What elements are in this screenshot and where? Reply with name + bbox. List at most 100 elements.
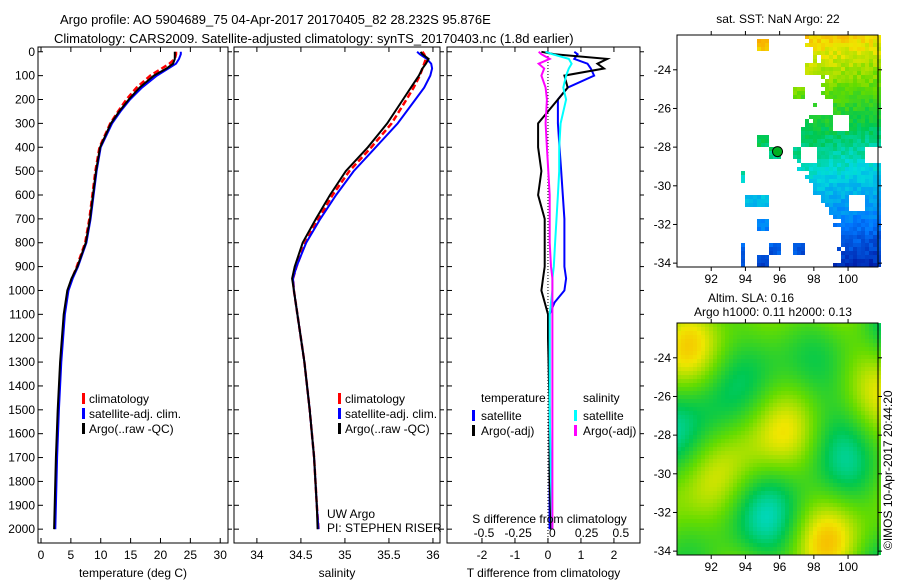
map-cell — [865, 139, 869, 143]
map-cell — [745, 399, 749, 403]
map-cell — [845, 47, 849, 51]
map-cell — [825, 123, 829, 127]
map-cell — [725, 387, 729, 391]
map-cell — [837, 399, 841, 403]
map-cell — [789, 511, 793, 515]
map-cell — [709, 515, 713, 519]
map-cell — [737, 527, 741, 531]
map-cell — [753, 491, 757, 495]
map-cell — [877, 135, 881, 139]
map-cell — [809, 139, 813, 143]
map-cell — [865, 35, 869, 39]
map-cell — [845, 463, 849, 467]
map-cell — [793, 411, 797, 415]
map-cell — [813, 539, 817, 543]
map-cell — [725, 455, 729, 459]
map-cell — [725, 515, 729, 519]
map-cell — [797, 387, 801, 391]
map-cell — [865, 531, 869, 535]
map-cell — [697, 459, 701, 463]
map-cell — [709, 399, 713, 403]
map-cell — [857, 503, 861, 507]
map-cell — [837, 455, 841, 459]
map-cell — [853, 435, 857, 439]
map-cell — [837, 347, 841, 351]
map-cell — [681, 495, 685, 499]
map-cell — [805, 395, 809, 399]
y-tick-label: -28 — [654, 428, 672, 442]
map-cell — [837, 171, 841, 175]
map-cell — [749, 483, 753, 487]
map-cell — [721, 551, 725, 555]
map-cell — [877, 255, 881, 259]
map-cell — [829, 519, 833, 523]
map-cell — [693, 379, 697, 383]
map-cell — [861, 539, 865, 543]
map-cell — [853, 143, 857, 147]
map-cell — [869, 195, 873, 199]
map-cell — [749, 499, 753, 503]
map-cell — [781, 431, 785, 435]
map-cell — [745, 459, 749, 463]
map-cell — [797, 347, 801, 351]
map-cell — [693, 435, 697, 439]
map-cell — [877, 515, 881, 519]
map-cell — [873, 459, 877, 463]
map-cell — [825, 419, 829, 423]
map-cell — [765, 263, 769, 267]
map-cell — [857, 243, 861, 247]
map-cell — [813, 455, 817, 459]
map-cell — [861, 159, 865, 163]
map-cell — [877, 339, 881, 343]
map-cell — [869, 371, 873, 375]
map-cell — [861, 431, 865, 435]
map-cell — [701, 443, 705, 447]
map-cell — [773, 507, 777, 511]
map-cell — [869, 535, 873, 539]
map-cell — [713, 367, 717, 371]
map-cell — [825, 367, 829, 371]
map-cell — [765, 479, 769, 483]
map-cell — [729, 447, 733, 451]
map-cell — [725, 355, 729, 359]
map-cell — [853, 531, 857, 535]
map-cell — [737, 347, 741, 351]
map-cell — [757, 375, 761, 379]
map-cell — [717, 483, 721, 487]
map-cell — [689, 467, 693, 471]
map-cell — [841, 535, 845, 539]
map-cell — [869, 223, 873, 227]
map-cell — [801, 387, 805, 391]
map-cell — [685, 363, 689, 367]
map-cell — [717, 331, 721, 335]
map-cell — [737, 531, 741, 535]
map-cell — [873, 191, 877, 195]
map-cell — [685, 375, 689, 379]
map-cell — [733, 355, 737, 359]
map-cell — [837, 79, 841, 83]
map-cell — [809, 375, 813, 379]
map-cell — [845, 139, 849, 143]
map-cell — [689, 443, 693, 447]
map-cell — [781, 415, 785, 419]
map-cell — [821, 515, 825, 519]
map-cell — [809, 539, 813, 543]
map-cell — [853, 487, 857, 491]
map-cell — [721, 443, 725, 447]
map-cell — [833, 527, 837, 531]
map-cell — [765, 407, 769, 411]
map-cell — [793, 407, 797, 411]
map-cell — [705, 467, 709, 471]
map-cell — [801, 351, 805, 355]
map-cell — [677, 383, 681, 387]
map-cell — [789, 543, 793, 547]
map-cell — [841, 331, 845, 335]
map-cell — [781, 519, 785, 523]
map-cell — [745, 507, 749, 511]
map-cell — [817, 415, 821, 419]
map-cell — [677, 479, 681, 483]
map-cell — [705, 447, 709, 451]
map-cell — [817, 451, 821, 455]
x-tick-label: 1 — [578, 548, 585, 562]
map-cell — [761, 519, 765, 523]
